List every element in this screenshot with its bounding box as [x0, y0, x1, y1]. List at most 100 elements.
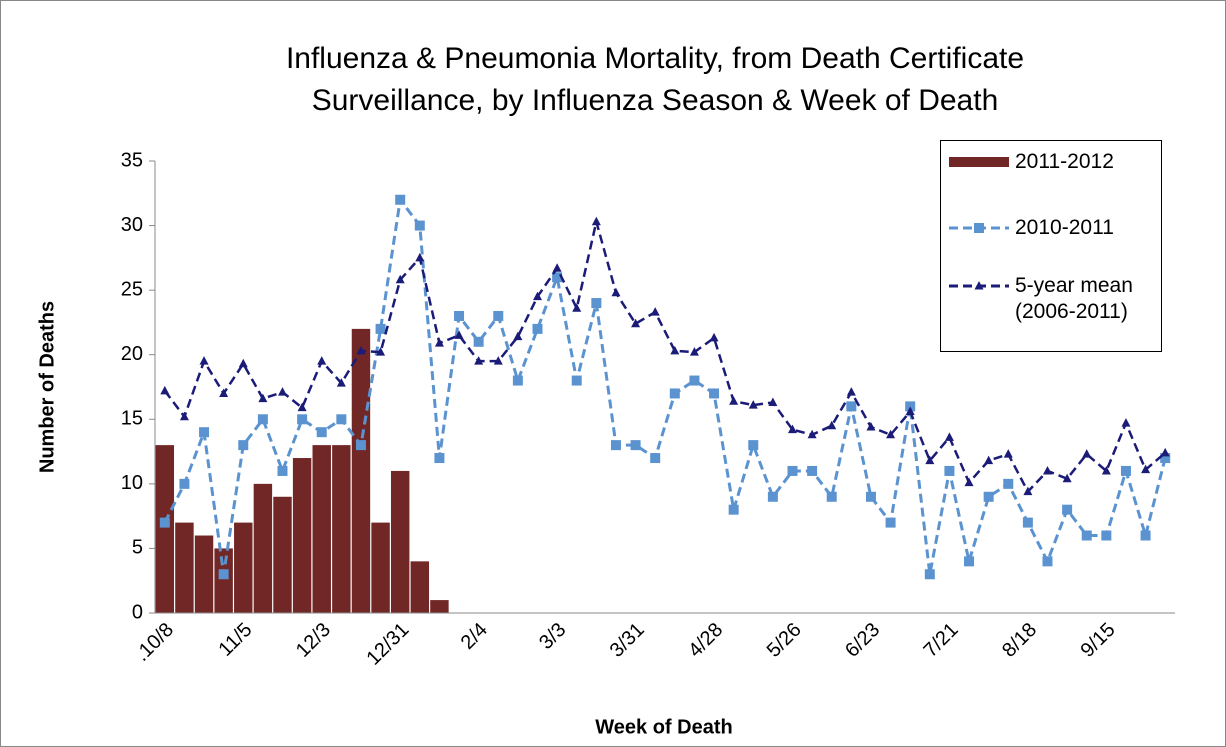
marker	[1003, 449, 1013, 458]
marker	[905, 401, 916, 412]
line	[163, 221, 1167, 494]
legend-label: 2011-2012	[1015, 150, 1114, 173]
legend-label: 2010-2011	[1015, 216, 1114, 239]
marker	[610, 440, 621, 451]
marker	[571, 375, 582, 386]
legend-bar	[949, 157, 1009, 167]
marker	[454, 330, 464, 339]
bar	[234, 522, 253, 613]
marker	[257, 414, 268, 425]
marker	[983, 491, 994, 502]
marker	[160, 385, 170, 395]
marker	[925, 455, 935, 465]
marker	[533, 291, 542, 301]
legend-item: 2011-2012	[949, 149, 1155, 175]
bar	[312, 445, 331, 613]
marker	[768, 397, 778, 406]
line	[163, 196, 1167, 575]
marker	[1003, 478, 1014, 489]
marker	[709, 388, 720, 399]
marker	[336, 378, 346, 387]
marker	[944, 465, 955, 476]
marker	[1042, 556, 1053, 567]
marker	[179, 478, 190, 489]
marker	[807, 465, 818, 476]
marker	[846, 401, 857, 412]
marker	[1121, 418, 1131, 427]
legend-item: 2010-2011	[949, 215, 1155, 241]
y-tick-label: 25	[121, 278, 143, 300]
marker	[788, 424, 797, 434]
bar	[194, 535, 214, 613]
y-tick-label: 20	[121, 343, 143, 365]
y-tick-label: 35	[121, 149, 143, 171]
marker	[748, 400, 758, 409]
marker	[827, 420, 837, 430]
marker	[1043, 465, 1052, 475]
marker	[866, 422, 876, 431]
marker	[395, 194, 406, 205]
legend-label: 5-year mean (2006-2011)	[1015, 274, 1133, 323]
marker	[924, 569, 935, 580]
marker	[709, 332, 719, 342]
marker	[552, 272, 563, 283]
chart-title: Influenza & Pneumonia Mortality, from De…	[286, 42, 1024, 75]
marker	[669, 388, 680, 399]
marker	[1022, 517, 1033, 528]
marker	[944, 432, 954, 441]
marker	[1081, 530, 1092, 541]
marker	[356, 345, 366, 355]
marker	[1140, 530, 1151, 541]
marker	[395, 274, 405, 284]
marker	[512, 375, 523, 386]
marker	[885, 517, 896, 528]
bar	[332, 445, 351, 613]
marker	[473, 336, 484, 347]
bar	[351, 328, 371, 613]
marker	[238, 440, 249, 451]
marker	[297, 402, 307, 412]
marker	[179, 411, 189, 421]
legend-swatch	[949, 157, 1009, 167]
marker	[297, 414, 308, 425]
marker	[1062, 473, 1072, 483]
marker	[729, 396, 739, 405]
marker	[238, 358, 248, 368]
marker	[630, 440, 641, 451]
marker	[905, 406, 915, 416]
marker	[532, 323, 543, 334]
marker	[552, 263, 562, 272]
bar	[410, 561, 430, 613]
marker	[375, 323, 386, 334]
legend: 2011-2012 2010-2011 5-year mean (2006-2011…	[940, 140, 1162, 352]
marker	[670, 345, 680, 355]
marker	[355, 440, 366, 451]
legend-marker	[974, 223, 984, 233]
marker	[277, 465, 288, 476]
marker	[1160, 447, 1170, 457]
marker	[1141, 464, 1151, 474]
marker	[258, 393, 268, 403]
marker	[1023, 486, 1033, 496]
marker	[826, 491, 837, 502]
bar	[292, 458, 312, 613]
marker	[434, 453, 445, 464]
legend-marker	[974, 281, 984, 290]
y-tick-label: 15	[121, 408, 143, 430]
marker	[1101, 465, 1111, 475]
marker	[650, 453, 661, 464]
marker	[572, 303, 582, 312]
marker	[787, 465, 798, 476]
marker	[748, 440, 759, 451]
marker	[219, 388, 229, 397]
marker	[316, 427, 327, 438]
marker	[984, 455, 994, 465]
bar	[371, 522, 390, 613]
legend-item: 5-year mean (2006-2011)	[949, 273, 1155, 325]
marker	[886, 429, 896, 439]
marker	[493, 356, 503, 365]
marker	[1101, 530, 1112, 541]
marker	[846, 387, 856, 396]
marker	[728, 504, 739, 515]
